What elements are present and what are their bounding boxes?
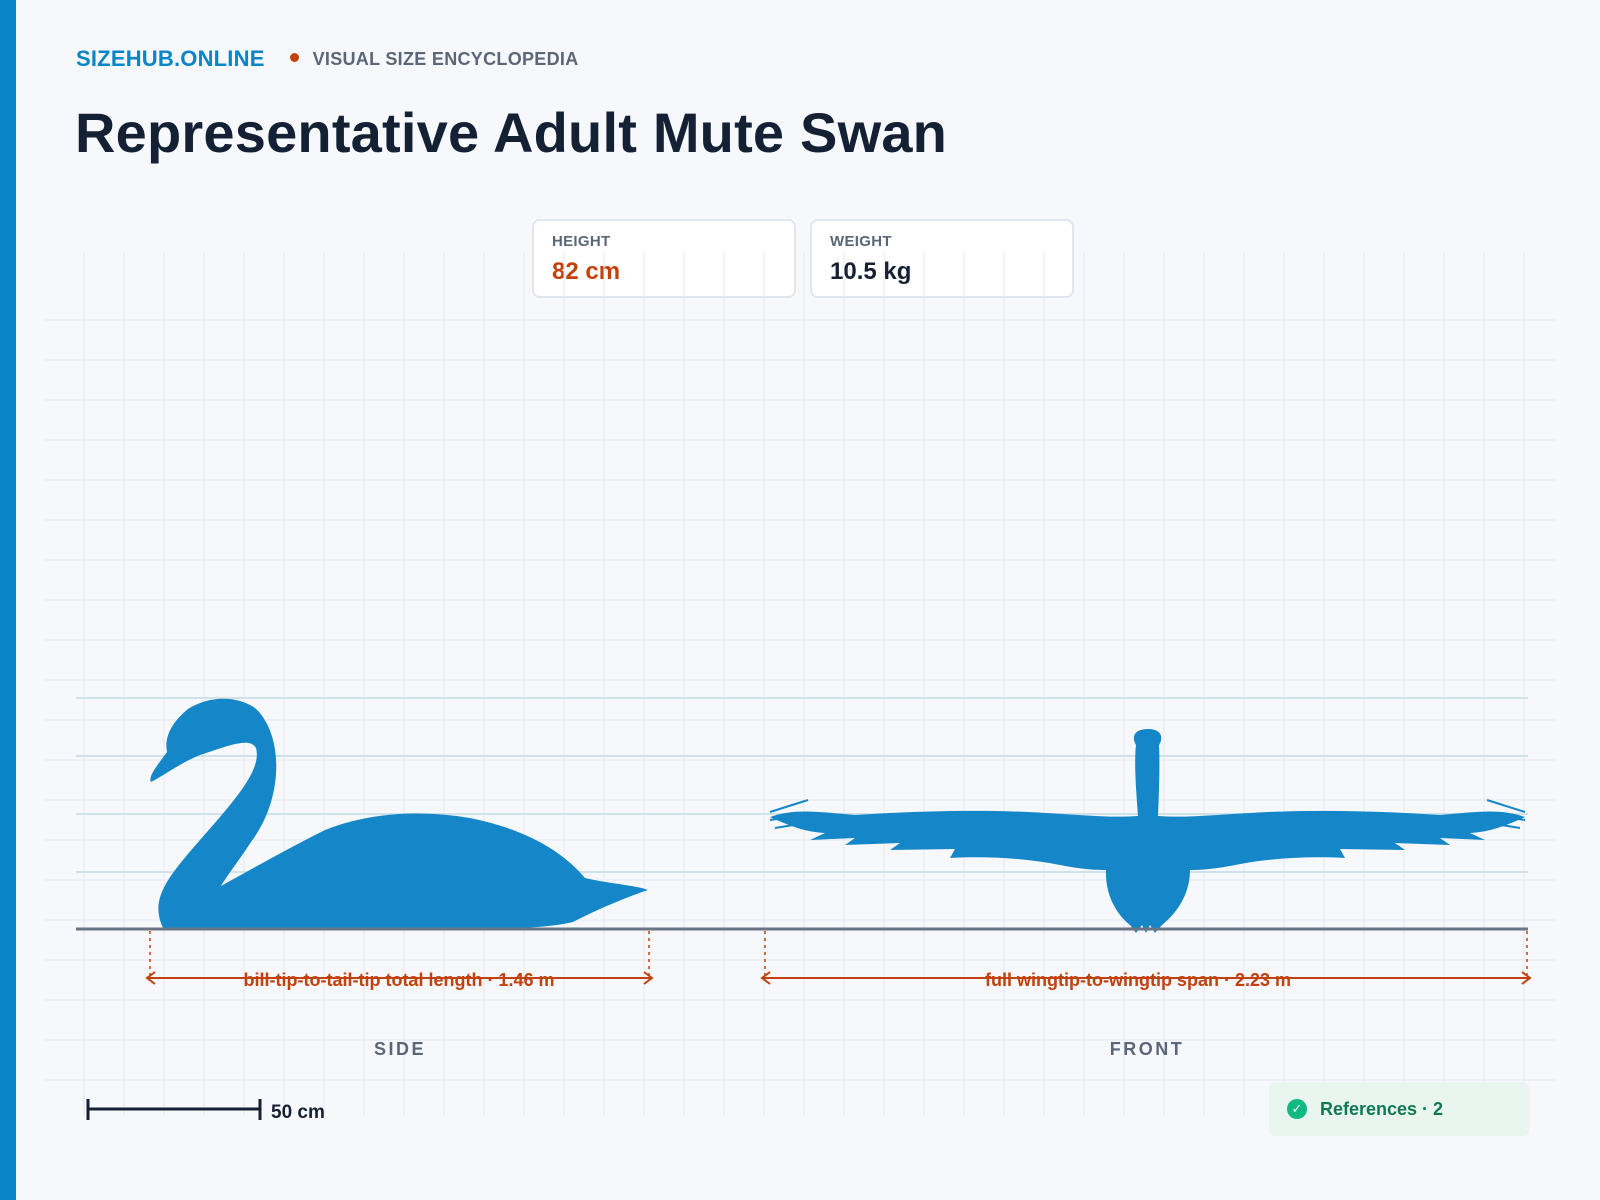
swan-front-silhouette — [770, 729, 1525, 933]
scale-bar-label: 50 cm — [271, 1102, 325, 1123]
height-label: HEIGHT — [552, 233, 611, 250]
front-span-dimension — [760, 931, 1532, 985]
check-circle-icon: ✓ — [1287, 1099, 1307, 1119]
side-length-dimension — [145, 931, 654, 985]
wingtip-feathers — [769, 799, 1526, 829]
references-badge[interactable]: ✓ References · 2 — [1269, 1082, 1529, 1136]
front-view-label: FRONT — [1110, 1039, 1185, 1059]
weight-card: WEIGHT 10.5 kg — [810, 219, 1074, 298]
page-title: Representative Adult Mute Swan — [75, 101, 948, 164]
background-grid — [44, 252, 1556, 1115]
side-view-label: SIDE — [374, 1039, 426, 1059]
scale-bar — [86, 1099, 262, 1120]
swan-side-silhouette — [150, 698, 649, 930]
accent-bar — [0, 0, 16, 1200]
references-label: References · 2 — [1320, 1098, 1444, 1119]
height-card: HEIGHT 82 cm — [532, 219, 796, 298]
height-value: 82 cm — [552, 258, 621, 285]
side-dimension-label: bill-tip-to-tail-tip total length · 1.46… — [244, 970, 555, 990]
brand-header: SIZEHUB.ONLINE VISUAL SIZE ENCYCLOPEDIA — [76, 46, 579, 72]
dot-icon — [289, 52, 299, 62]
site-tagline: VISUAL SIZE ENCYCLOPEDIA — [312, 48, 579, 69]
front-dimension-label: full wingtip-to-wingtip span · 2.23 m — [985, 970, 1291, 990]
site-logo[interactable]: SIZEHUB.ONLINE — [76, 46, 265, 71]
weight-label: WEIGHT — [830, 233, 892, 250]
